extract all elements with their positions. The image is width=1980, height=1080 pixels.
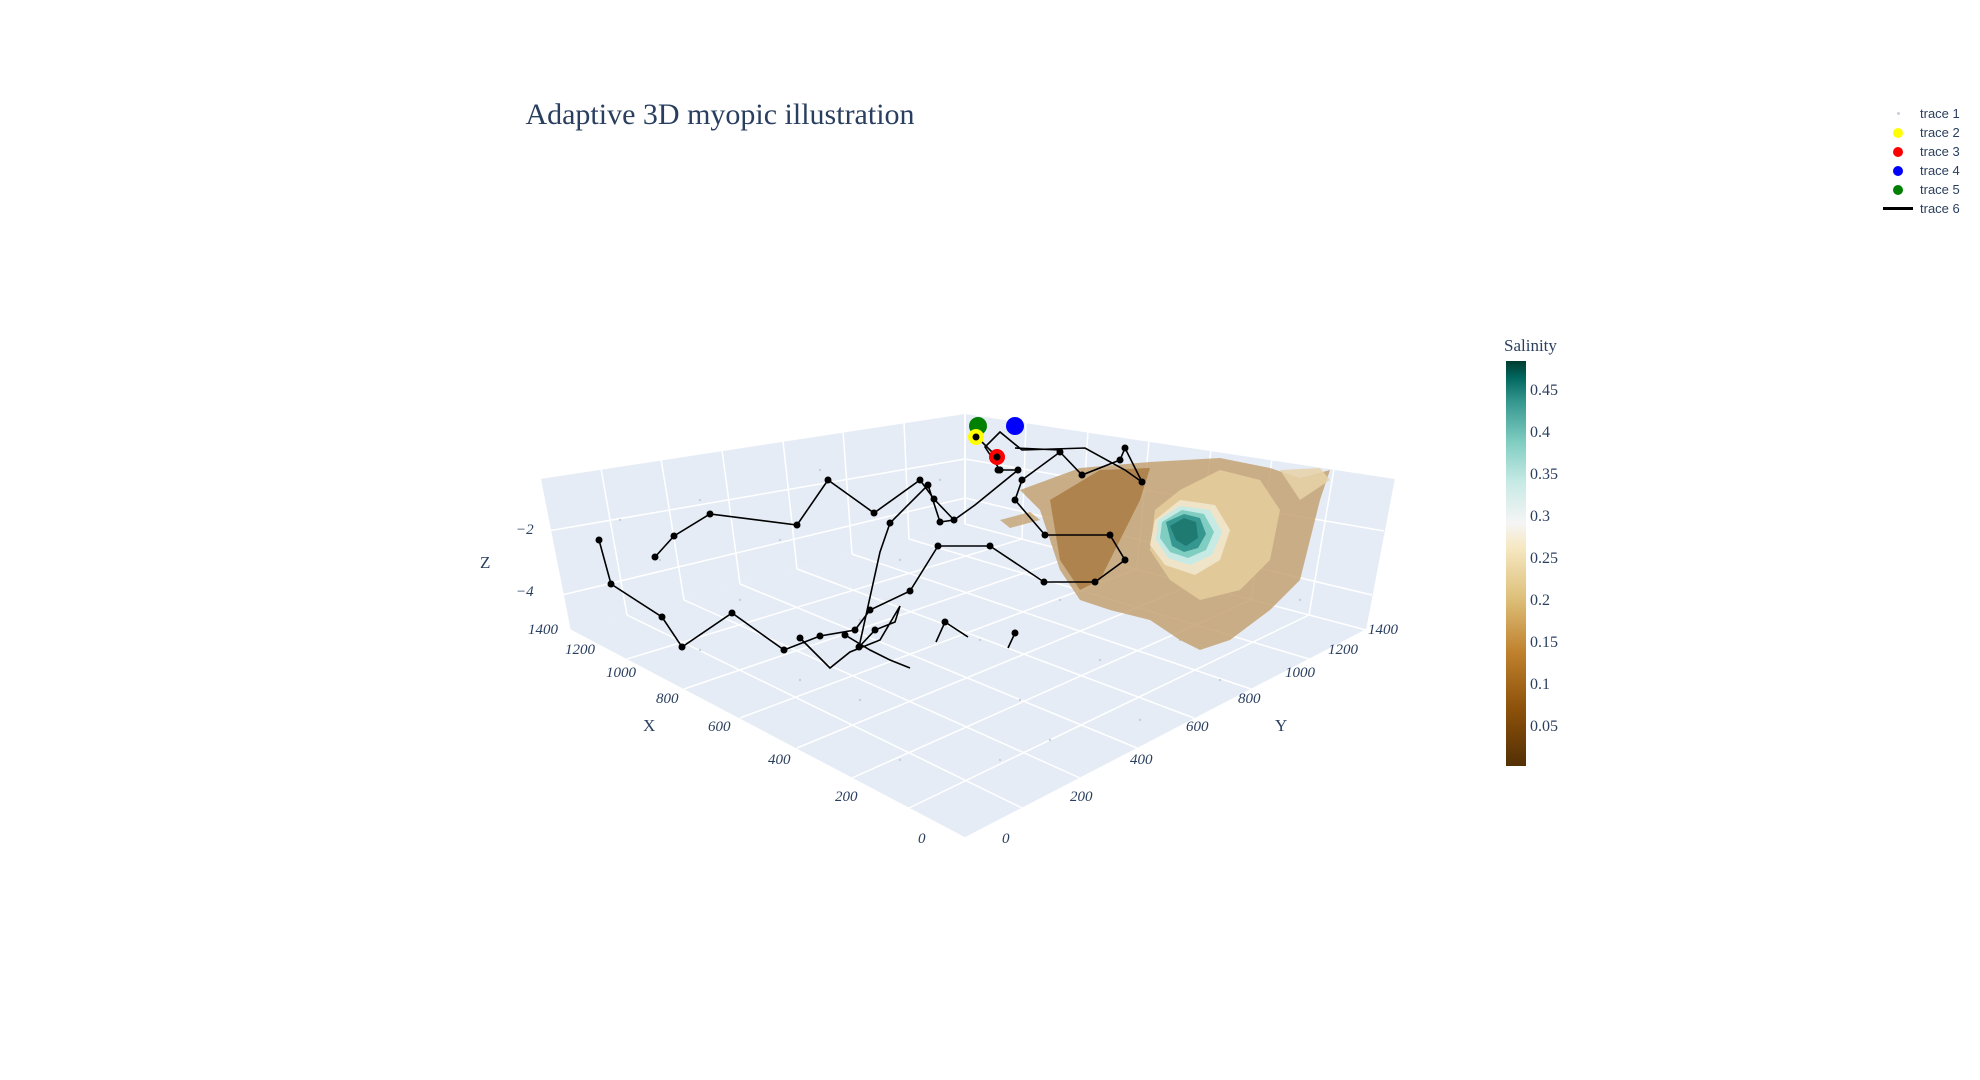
colorbar-tick: 0.2 bbox=[1530, 592, 1550, 609]
x-tick-0: 0 bbox=[918, 831, 926, 847]
colorbar[interactable] bbox=[1506, 361, 1526, 766]
wall-x bbox=[540, 413, 965, 630]
legend-marker bbox=[1893, 127, 1903, 138]
legend-item-trace-5[interactable]: trace 5 bbox=[1880, 180, 1960, 199]
x-axis-label: X bbox=[643, 716, 656, 735]
legend-item-trace-2[interactable]: trace 2 bbox=[1880, 123, 1960, 142]
legend-label: trace 2 bbox=[1920, 125, 1960, 140]
legend-label: trace 5 bbox=[1920, 182, 1960, 197]
chart-title: Adaptive 3D myopic illustration bbox=[525, 98, 915, 131]
legend-swatch bbox=[1880, 142, 1916, 161]
x-tick-1000: 1000 bbox=[606, 665, 636, 681]
x-tick-600: 600 bbox=[708, 719, 731, 735]
legend-marker bbox=[1883, 207, 1913, 210]
trace-3-marker-core bbox=[993, 453, 1001, 461]
trace-1-points bbox=[618, 468, 1302, 762]
legend-item-trace-4[interactable]: trace 4 bbox=[1880, 161, 1960, 180]
colorbar-title: Salinity bbox=[1504, 336, 1557, 355]
legend-swatch bbox=[1880, 161, 1916, 180]
y-tick-1200: 1200 bbox=[1328, 642, 1358, 658]
x-tick-200: 200 bbox=[835, 789, 858, 805]
legend-label: trace 6 bbox=[1920, 201, 1960, 216]
legend-swatch bbox=[1880, 199, 1916, 218]
colorbar-tick: 0.1 bbox=[1530, 676, 1550, 693]
colorbar-tick: 0.15 bbox=[1530, 634, 1558, 651]
y-tick-600: 600 bbox=[1186, 719, 1209, 735]
legend-swatch bbox=[1880, 104, 1916, 123]
trace-2-marker-core bbox=[972, 433, 980, 441]
salinity-surface bbox=[1000, 458, 1330, 650]
legend: trace 1 trace 2 trace 3 trace 4 trace 5 … bbox=[1880, 104, 1960, 218]
trace-6-points bbox=[595, 444, 1146, 654]
legend-swatch bbox=[1880, 123, 1916, 142]
y-axis-label: Y bbox=[1275, 716, 1288, 735]
legend-label: trace 3 bbox=[1920, 144, 1960, 159]
legend-swatch bbox=[1880, 180, 1916, 199]
legend-marker bbox=[1893, 184, 1903, 195]
colorbar-tick: 0.25 bbox=[1530, 550, 1558, 567]
colorbar-tick: 0.35 bbox=[1530, 466, 1558, 483]
z-tick-1: −2 bbox=[516, 522, 534, 538]
x-tick-800: 800 bbox=[656, 691, 679, 707]
legend-item-trace-6[interactable]: trace 6 bbox=[1880, 199, 1960, 218]
legend-item-trace-1[interactable]: trace 1 bbox=[1880, 104, 1960, 123]
colorbar-tick: 0.3 bbox=[1530, 508, 1550, 525]
y-tick-0: 0 bbox=[1002, 831, 1010, 847]
legend-item-trace-3[interactable]: trace 3 bbox=[1880, 142, 1960, 161]
y-tick-800: 800 bbox=[1238, 691, 1261, 707]
colorbar-tick: 0.4 bbox=[1530, 424, 1550, 441]
x-tick-1400: 1400 bbox=[528, 622, 558, 638]
legend-marker bbox=[1893, 165, 1903, 176]
colorbar-tick: 0.05 bbox=[1530, 718, 1558, 735]
y-tick-1400: 1400 bbox=[1368, 622, 1398, 638]
y-tick-400: 400 bbox=[1130, 752, 1153, 768]
trace-4-marker bbox=[1006, 417, 1024, 435]
legend-label: trace 1 bbox=[1920, 106, 1960, 121]
y-tick-200: 200 bbox=[1070, 789, 1093, 805]
z-tick-2: −4 bbox=[516, 584, 534, 600]
legend-label: trace 4 bbox=[1920, 163, 1960, 178]
z-axis-label: Z bbox=[480, 553, 491, 572]
legend-marker bbox=[1893, 146, 1903, 157]
x-tick-1200: 1200 bbox=[565, 642, 595, 658]
y-tick-1000: 1000 bbox=[1285, 665, 1315, 681]
legend-marker bbox=[1896, 112, 1900, 115]
x-tick-400: 400 bbox=[768, 752, 791, 768]
colorbar-tick: 0.45 bbox=[1530, 382, 1558, 399]
box-edges bbox=[539, 412, 1396, 524]
